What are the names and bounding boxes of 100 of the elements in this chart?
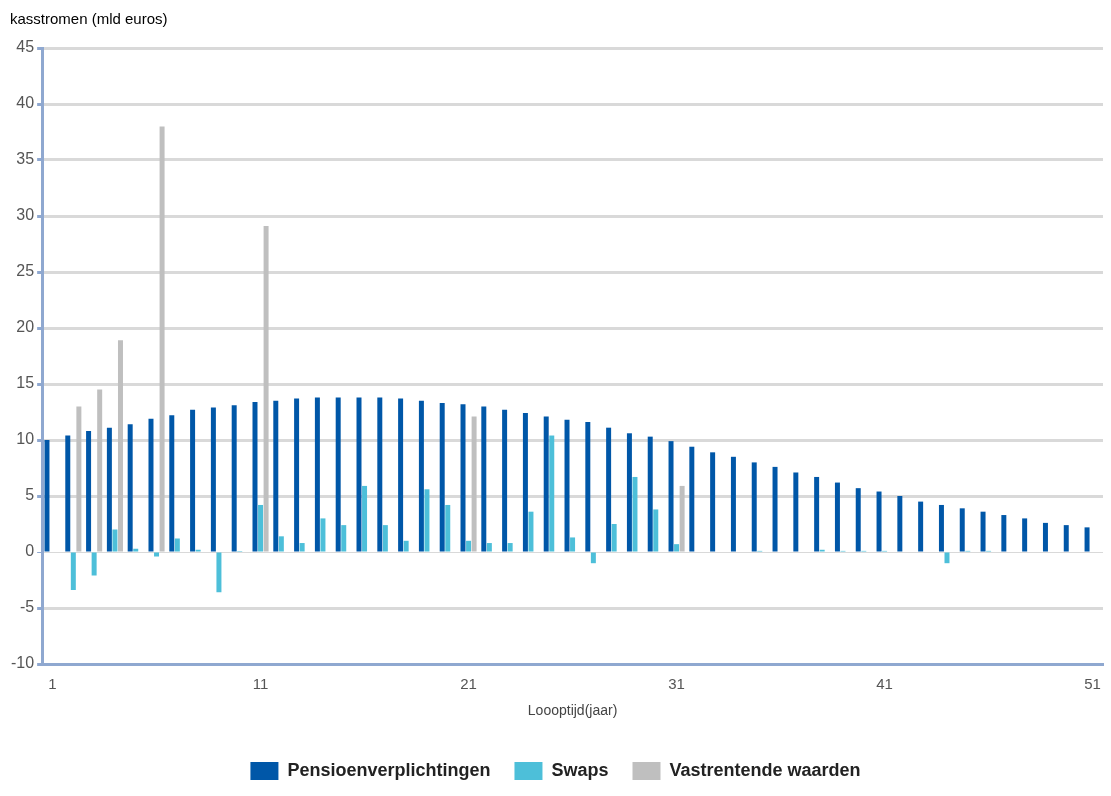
- bar: [632, 476, 638, 552]
- bar: [772, 466, 778, 552]
- bar: [674, 544, 680, 552]
- bar: [1042, 522, 1048, 552]
- bar: [424, 489, 430, 552]
- bar: [299, 543, 305, 552]
- y-axis-title: kasstromen (mld euros): [10, 10, 168, 27]
- y-tick-label: 15: [16, 374, 35, 392]
- bar: [611, 524, 617, 552]
- bar: [876, 491, 882, 552]
- legend-label: Pensioenverplichtingen: [287, 759, 491, 780]
- bar: [263, 226, 269, 552]
- bar: [570, 537, 576, 552]
- bar: [127, 424, 133, 552]
- bar: [44, 440, 50, 552]
- bar: [65, 435, 71, 552]
- bar: [97, 389, 103, 552]
- legend-label: Swaps: [551, 759, 609, 780]
- bar: [543, 416, 549, 552]
- bar: [522, 413, 528, 552]
- x-tick-label: 31: [668, 675, 685, 693]
- x-axis-title: Loooptijd(jaar): [527, 701, 618, 718]
- bar: [403, 540, 409, 552]
- bar: [855, 488, 861, 552]
- y-tick-label: 45: [16, 38, 35, 56]
- bar: [91, 552, 97, 576]
- y-tick-label: 25: [16, 262, 35, 280]
- bar: [86, 431, 92, 552]
- bar: [294, 398, 300, 552]
- x-tick-label: 1: [48, 675, 57, 693]
- bar: [258, 504, 264, 552]
- bar: [76, 406, 82, 552]
- bar: [1084, 527, 1090, 552]
- bar: [159, 126, 165, 552]
- bar: [897, 496, 903, 552]
- bar: [689, 446, 695, 552]
- bar: [944, 552, 950, 564]
- bar: [590, 552, 596, 564]
- bar: [549, 435, 555, 552]
- y-tick-label: -5: [19, 598, 35, 616]
- bar: [190, 409, 196, 552]
- bar: [502, 409, 508, 552]
- bar: [585, 422, 591, 552]
- x-tick-label: 11: [252, 675, 269, 693]
- y-tick-label: 40: [16, 94, 35, 112]
- y-tick-label: 30: [16, 206, 35, 224]
- bar: [1001, 515, 1007, 552]
- bar: [335, 397, 341, 552]
- bar: [668, 441, 674, 552]
- bar: [133, 548, 139, 552]
- bar: [169, 415, 175, 552]
- bar: [210, 407, 216, 552]
- bar: [112, 529, 118, 552]
- bar: [938, 504, 944, 552]
- bar: [710, 452, 716, 552]
- bar: [418, 400, 424, 552]
- bar: [117, 340, 123, 552]
- bar: [730, 456, 736, 552]
- y-tick-label: -10: [11, 654, 35, 672]
- y-tick-label: 5: [25, 486, 35, 504]
- bar: [278, 536, 284, 552]
- bar: [70, 552, 76, 591]
- bar: [679, 485, 685, 552]
- bar: [174, 538, 180, 552]
- bar: [216, 552, 222, 593]
- bar: [486, 543, 492, 552]
- x-tick-label: 41: [876, 675, 893, 693]
- bar: [814, 476, 820, 552]
- bar: [106, 427, 112, 552]
- bar: [528, 511, 534, 552]
- bar: [481, 406, 487, 552]
- bar: [959, 508, 965, 552]
- bar: [564, 419, 570, 552]
- bar: [626, 433, 632, 552]
- bar: [320, 518, 326, 552]
- bar: [148, 418, 154, 552]
- bar: [273, 400, 279, 552]
- y-tick-label: 0: [25, 542, 35, 560]
- bar: [471, 416, 477, 552]
- bar: [382, 525, 388, 552]
- bar: [507, 543, 513, 552]
- bar: [751, 462, 757, 552]
- bar: [252, 401, 258, 552]
- legend-label: Vastrentende waarden: [669, 759, 861, 780]
- bar: [314, 397, 320, 552]
- bar: [647, 436, 653, 552]
- y-tick-label: 20: [16, 318, 35, 336]
- bar: [231, 405, 237, 552]
- bar: [466, 540, 472, 552]
- bar: [980, 511, 986, 552]
- bar: [1022, 518, 1028, 552]
- bar: [439, 403, 445, 552]
- bar: [793, 472, 799, 552]
- bar: [460, 404, 466, 552]
- bar: [341, 525, 347, 552]
- bar: [398, 398, 404, 552]
- bar: [362, 485, 368, 552]
- bar: [653, 509, 659, 552]
- bar: [1063, 525, 1069, 552]
- y-tick-label: 35: [16, 150, 35, 168]
